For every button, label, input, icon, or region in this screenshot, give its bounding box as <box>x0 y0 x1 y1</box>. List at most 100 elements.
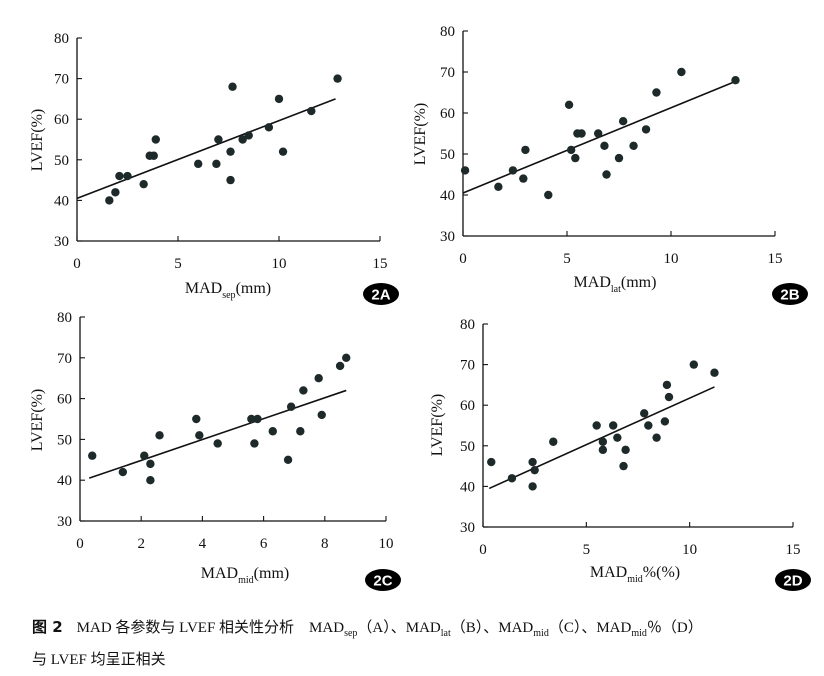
y-axis-title-2c: LVEF(%) <box>29 389 46 452</box>
caption-line-2: 与 LVEF 均呈正相关 <box>32 652 166 668</box>
y-tick-label-2a: 50 <box>54 153 69 169</box>
x-tick-label-2c: 8 <box>321 536 329 552</box>
data-point-2b <box>641 125 651 134</box>
x-axis-title-unit-2d: %(%) <box>643 564 680 581</box>
x-axis-title-sub-2d: mid <box>627 574 643 585</box>
data-point-2a <box>264 123 274 132</box>
panel-badge-label-2d: 2D <box>783 573 802 590</box>
data-point-2d <box>528 482 537 491</box>
y-tick-label-2a: 40 <box>54 193 69 209</box>
figure-number: 图 2 <box>32 618 63 636</box>
panel-badge-label-2a: 2A <box>371 287 390 304</box>
y-tick-label-2c: 80 <box>57 310 72 326</box>
data-point-2d <box>710 368 719 377</box>
x-axis-title-unit-2a: (mm) <box>236 280 272 297</box>
regression-line-2c <box>88 389 347 479</box>
data-point-2a <box>149 151 158 160</box>
data-point-2c <box>146 459 155 469</box>
panel-badge-2c <box>365 569 401 591</box>
y-axis-title-2b: LVEF(%) <box>412 103 429 166</box>
data-point-2c <box>296 427 305 436</box>
data-point-2b <box>618 117 628 126</box>
x-axis-title-unit-2c: (mm) <box>254 565 290 582</box>
data-point-2a <box>228 82 237 91</box>
data-point-2b <box>594 129 603 138</box>
panel-2b: 0 5 10 15 30 40 50 60 70 80 MADlat(mm) LVEF(%) 2B <box>412 24 808 305</box>
caption-sub-mid-2: mid <box>631 628 647 639</box>
data-point-2c <box>88 451 97 460</box>
y-tick-label-2a: 60 <box>54 112 69 128</box>
data-point-2b <box>544 190 553 200</box>
data-point-2d <box>507 474 517 483</box>
data-point-2b <box>614 153 624 163</box>
x-tick-label-2b: 0 <box>459 251 467 267</box>
y-tick-label-2c: 40 <box>57 473 72 489</box>
data-point-2d <box>549 437 558 446</box>
y-tick-label-2c: 30 <box>57 514 72 530</box>
data-point-2c <box>299 386 308 395</box>
data-point-2b <box>600 141 609 150</box>
data-point-2c <box>317 410 326 420</box>
data-point-2a <box>278 147 288 156</box>
data-point-2c <box>195 431 204 440</box>
panel-2a: 0 5 10 15 30 40 50 60 70 80 MADsep(mm) LVEF(%) 2A <box>29 31 399 305</box>
data-point-2a <box>226 147 235 156</box>
y-tick-label-2b: 30 <box>440 229 455 245</box>
data-point-2d <box>644 421 653 430</box>
y-tick-label-2d: 50 <box>460 439 475 455</box>
figure-caption: 图 2 MAD 各参数与 LVEF 相关性分析 MADsep（A）、MADlat（… <box>32 614 812 673</box>
x-tick-label-2d: 15 <box>786 542 801 558</box>
caption-part-b: （B）、MAD <box>450 620 534 636</box>
panel-badge-2a <box>363 283 399 305</box>
x-tick-label-2b: 5 <box>563 251 571 267</box>
data-point-2d <box>609 421 618 430</box>
caption-sub-mid: mid <box>533 628 549 639</box>
data-point-2b <box>652 88 661 97</box>
data-point-2a <box>244 131 253 140</box>
x-axis-title-sub-2a: sep <box>222 290 235 301</box>
data-point-2d <box>652 433 661 442</box>
data-point-2a <box>333 74 342 83</box>
data-point-2a <box>151 135 160 144</box>
data-point-2d <box>613 433 622 442</box>
x-axis-title-main-2a: MAD <box>185 280 222 297</box>
caption-part-c: （C）、MAD <box>548 620 632 636</box>
caption-text: MAD 各参数与 LVEF 相关性分析 MAD <box>76 620 345 636</box>
data-point-2c <box>283 455 293 464</box>
y-tick-label-2b: 70 <box>440 65 455 81</box>
data-point-2c <box>192 414 201 424</box>
y-axis-title-2a: LVEF(%) <box>29 109 46 172</box>
y-tick-label-2b: 60 <box>440 106 455 122</box>
data-point-2c <box>118 467 128 477</box>
data-point-2a <box>226 175 235 185</box>
data-point-2a <box>139 179 148 189</box>
data-point-2b <box>731 76 740 85</box>
y-tick-label-2a: 30 <box>54 234 69 250</box>
x-axis-title-main-2d: MAD <box>590 564 627 581</box>
panel-badge-label-2b: 2B <box>780 287 799 304</box>
x-axis-title-2a: MADsep(mm) <box>185 280 271 301</box>
caption-part-a: （A）、MAD <box>357 620 441 636</box>
x-tick-label-2c: 4 <box>199 536 207 552</box>
data-point-2a <box>105 196 114 205</box>
data-point-2a <box>115 171 124 181</box>
data-point-2d <box>621 445 630 455</box>
panel-badge-label-2c: 2C <box>373 573 392 590</box>
y-tick-label-2c: 50 <box>57 432 72 448</box>
data-point-2c <box>250 439 259 448</box>
y-tick-label-2b: 40 <box>440 188 455 204</box>
data-point-2c <box>268 427 277 436</box>
y-tick-label-2c: 70 <box>57 351 72 367</box>
caption-part-d: ％（D） <box>646 620 703 636</box>
data-point-2b <box>566 145 576 155</box>
x-axis-title-main-2c: MAD <box>201 565 238 582</box>
y-tick-label-2c: 60 <box>57 392 72 408</box>
x-tick-label-2c: 10 <box>379 536 394 552</box>
data-point-2a <box>123 171 132 181</box>
data-point-2d <box>664 392 674 402</box>
data-point-2a <box>214 135 223 144</box>
data-point-2c <box>213 439 222 448</box>
y-tick-label-2d: 40 <box>460 479 475 495</box>
y-tick-label-2b: 80 <box>440 24 455 40</box>
